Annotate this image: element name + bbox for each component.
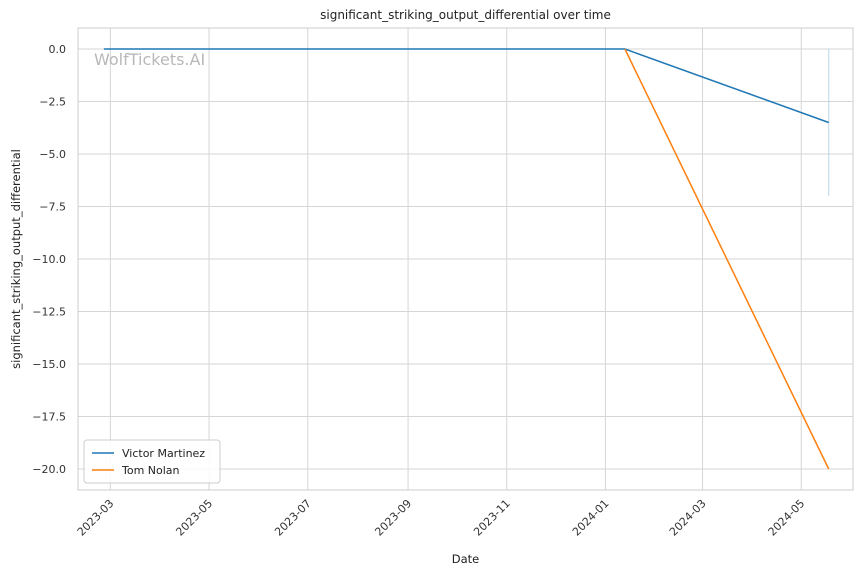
- legend: Victor Martinez Tom Nolan: [83, 439, 221, 484]
- series-layer: [103, 48, 830, 470]
- y-tick-label-4: −10.0: [32, 253, 66, 266]
- y-axis-title: significant_striking_output_differential: [9, 149, 23, 369]
- watermark: WolfTickets.AI: [94, 50, 205, 69]
- plot-area-frame: [77, 27, 854, 491]
- legend-label-tom-nolan: Tom Nolan: [121, 464, 180, 477]
- y-tick-label-5: −12.5: [32, 306, 66, 319]
- legend-box: [83, 439, 221, 484]
- y-tick-label-2: −5.0: [39, 148, 66, 161]
- y-tick-label-0: 0.0: [49, 43, 67, 56]
- grid: [78, 28, 853, 490]
- y-tick-label-3: −7.5: [39, 201, 66, 214]
- x-axis-title: Date: [452, 552, 480, 566]
- y-tick-label-7: −17.5: [32, 411, 66, 424]
- y-tick-label-8: −20.0: [32, 463, 66, 476]
- y-tick-label-1: −2.5: [39, 96, 66, 109]
- y-axis-ticks: 0.0 −2.5 −5.0 −7.5 −10.0 −12.5 −15.0 −17.5 −20.0: [32, 43, 66, 476]
- series-line-tom-nolan: [624, 48, 830, 470]
- legend-label-victor-martinez: Victor Martinez: [122, 447, 205, 460]
- chart-title: significant_striking_output_differential…: [320, 8, 611, 22]
- y-tick-label-6: −15.0: [32, 358, 66, 371]
